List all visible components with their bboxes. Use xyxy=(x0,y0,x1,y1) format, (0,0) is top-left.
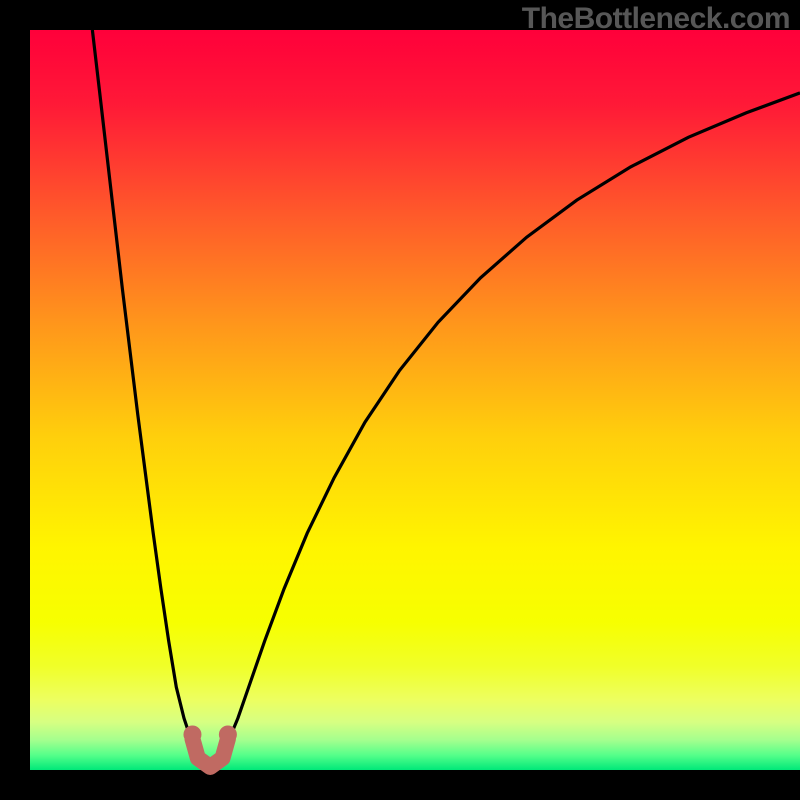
bottleneck-chart xyxy=(0,0,800,800)
dip-dot xyxy=(183,725,201,743)
dip-dot xyxy=(219,725,237,743)
watermark-text: TheBottleneck.com xyxy=(522,2,790,36)
